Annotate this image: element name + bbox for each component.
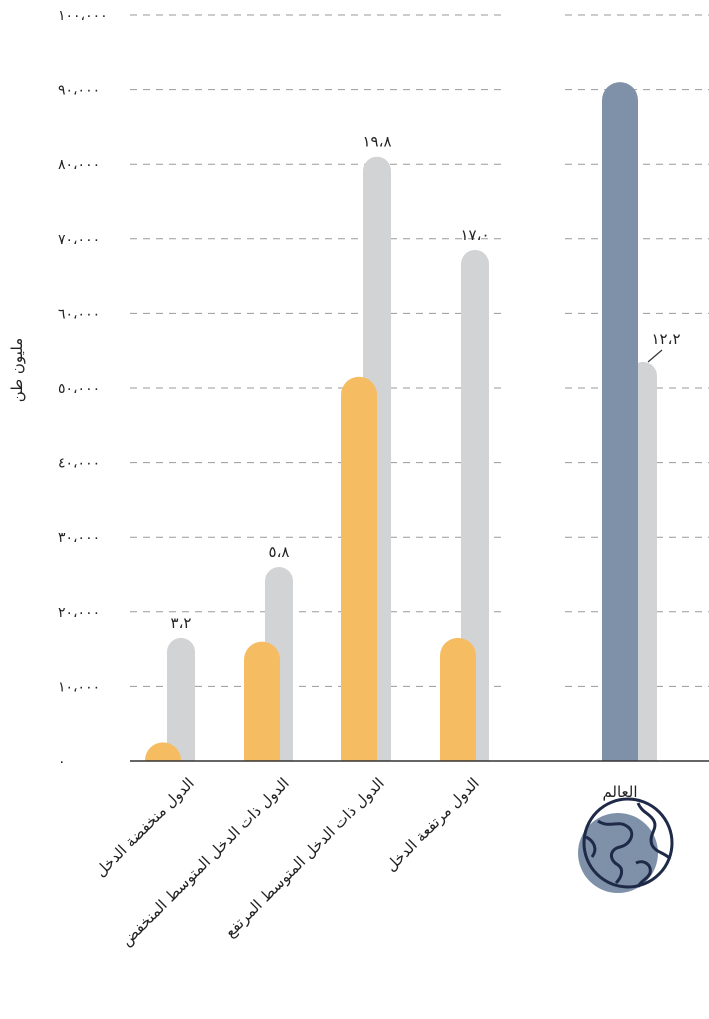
y-tick-label: ٥٠،٠٠٠ — [58, 381, 100, 397]
bar-primary — [602, 82, 638, 761]
bar-primary — [145, 742, 181, 761]
y-tick-label: ٢٠،٠٠٠ — [58, 605, 100, 621]
bar-value-label: ٣،٢ — [171, 614, 192, 632]
bar-value-label: ١٧،٠ — [460, 226, 489, 244]
bar-value-label: ١٩،٨ — [362, 133, 391, 151]
category-label: الدول ذات الدخل المتوسط المنخفض — [117, 774, 292, 949]
bar-secondary — [167, 637, 195, 761]
y-tick-label: ٣٠،٠٠٠ — [58, 530, 100, 546]
category-label: الدول ذات الدخل المتوسط المرتفع — [221, 774, 388, 941]
y-tick-label: ١٠٠،٠٠٠ — [58, 8, 108, 24]
bar-primary — [440, 637, 476, 761]
y-axis-ticks: ٠ ١٠،٠٠٠ ٢٠،٠٠٠ ٣٠،٠٠٠ ٤٠،٠٠٠ ٥٠،٠٠٠ ٦٠،٠٠٠ ٧٠،… — [58, 8, 108, 770]
y-tick-label: ٨٠،٠٠٠ — [58, 157, 100, 173]
y-axis-label: مليون طن — [8, 338, 26, 402]
y-tick-label: ٦٠،٠٠٠ — [58, 306, 100, 322]
y-tick-label: ٩٠،٠٠٠ — [58, 83, 100, 99]
category-label: الدول مرتفعة الدخل — [382, 774, 483, 875]
bar-secondary — [461, 249, 489, 761]
bar-primary — [341, 376, 377, 761]
globe-icon — [578, 797, 674, 893]
category-label: الدول منخفضة الدخل — [91, 774, 197, 880]
bars — [145, 82, 657, 762]
y-tick-label: ١٠،٠٠٠ — [58, 679, 100, 695]
bar-value-label: ١٢،٢ — [651, 330, 680, 348]
y-tick-label: ٠ — [58, 754, 66, 770]
y-tick-label: ٧٠،٠٠٠ — [58, 232, 100, 248]
category-label: العالم — [602, 783, 637, 801]
bar-value-label: ٥،٨ — [269, 543, 290, 561]
bar-labels: ٣،٢ ٥،٨ ١٩،٨ ١٧،٠ ١٢،٢ — [171, 133, 681, 632]
label-leader-line — [647, 349, 663, 363]
y-tick-label: ٤٠،٠٠٠ — [58, 456, 100, 472]
bar-primary — [244, 641, 280, 761]
